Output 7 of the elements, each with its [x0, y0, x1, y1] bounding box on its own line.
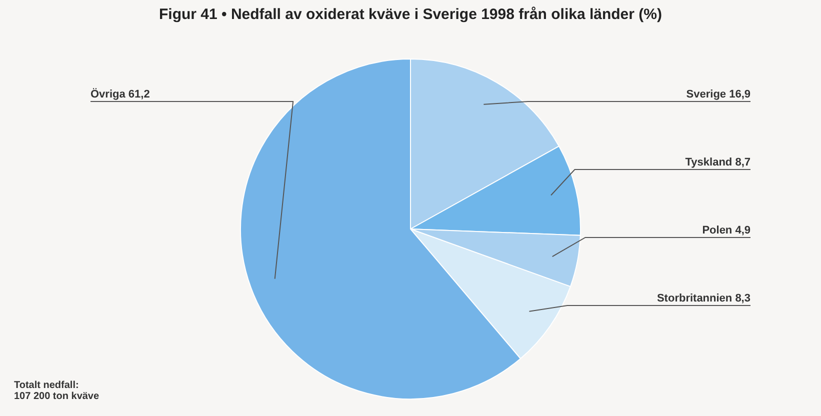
chart-title: Figur 41 • Nedfall av oxiderat kväve i Sverige 1998 från olika länder (%): [158, 6, 663, 23]
text: Totalt nedfall: 107 200 ton kväve: [14, 380, 100, 402]
slice-label: Storbritannien 8,3: [656, 292, 750, 304]
slice-label: Polen 4,9: [702, 224, 750, 236]
slice-label: Sverige 16,9: [686, 88, 750, 100]
slice-label: Tyskland 8,7: [685, 156, 750, 168]
slice-label: Övriga 61,2: [90, 88, 150, 100]
